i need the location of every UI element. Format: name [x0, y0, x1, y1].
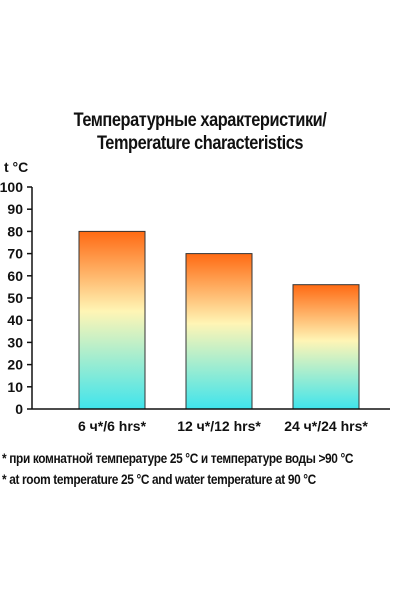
footnote-russian: * при комнатной температуре 25 °C и темп… [2, 451, 354, 466]
temperature-bar-chart: t °C 0 10 20 30 40 50 60 70 80 90 100 6 ч*/6 hrs* 1… [0, 159, 390, 434]
footnote-english: * at room temperature 25 °C and water te… [2, 472, 316, 487]
x-tick-label: 6 ч*/6 hrs* [78, 418, 147, 434]
x-tick-label: 24 ч*/24 hrs* [284, 418, 368, 434]
y-tick-label: 100 [0, 179, 23, 195]
y-tick-label: 60 [7, 268, 23, 284]
y-axis-title: t °C [4, 159, 28, 175]
y-tick-label: 30 [7, 334, 23, 350]
y-tick-label: 70 [7, 246, 23, 262]
chart-title: Температурные характеристики/ [73, 110, 327, 131]
x-axis-labels: 6 ч*/6 hrs* 12 ч*/12 hrs* 24 ч*/24 hrs* [78, 418, 368, 434]
x-tick-label: 12 ч*/12 hrs* [177, 418, 261, 434]
bar-2 [185, 253, 253, 410]
y-tick-label: 50 [7, 290, 23, 306]
y-tick-label: 80 [7, 223, 23, 239]
bar-1 [78, 230, 146, 410]
y-tick-label: 10 [7, 379, 23, 395]
chart-subtitle: Temperature characteristics [96, 133, 304, 154]
y-tick-label: 0 [15, 401, 23, 417]
bars-group [78, 230, 360, 410]
y-tick-label: 40 [7, 312, 23, 328]
y-tick-label: 20 [7, 357, 23, 373]
bar-3 [292, 284, 360, 410]
y-tick-label: 90 [7, 201, 23, 217]
y-axis: 0 10 20 30 40 50 60 70 80 90 100 [0, 179, 32, 417]
